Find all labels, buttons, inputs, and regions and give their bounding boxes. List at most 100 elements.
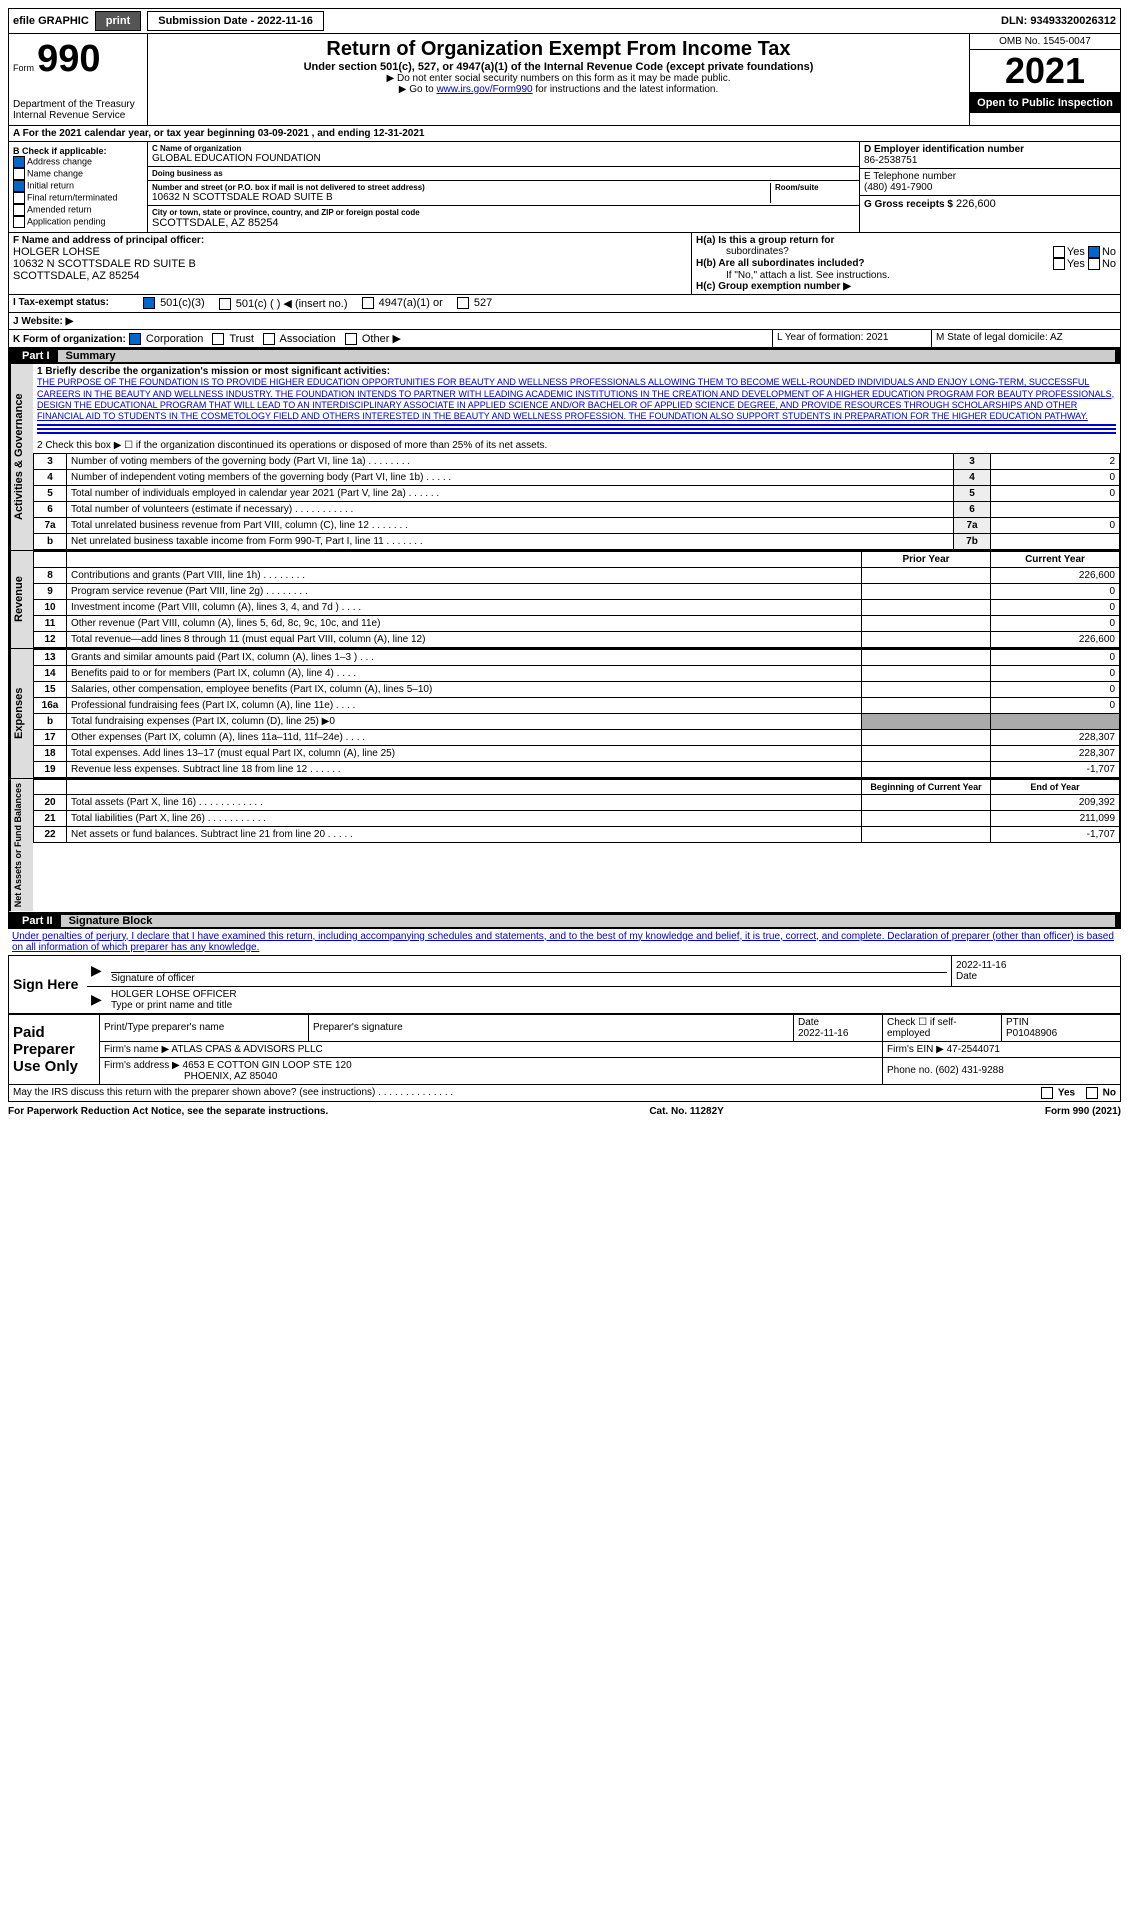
part1-title: Summary <box>58 350 1115 362</box>
may-irs-yes-checkbox[interactable] <box>1041 1087 1053 1099</box>
omb-number: OMB No. 1545-0047 <box>970 34 1120 50</box>
vert-activities-governance: Activities & Governance <box>9 364 33 550</box>
prior-value <box>862 811 991 827</box>
firm-phone: (602) 431-9288 <box>935 1065 1003 1076</box>
revenue-table: Prior Year Current Year 8 Contributions … <box>33 551 1120 648</box>
line-code: 4 <box>954 470 991 486</box>
form990-link[interactable]: www.irs.gov/Form990 <box>436 84 532 95</box>
page-footer: For Paperwork Reduction Act Notice, see … <box>8 1102 1121 1117</box>
line-num: 14 <box>34 666 67 682</box>
form-number: 990 <box>37 38 100 80</box>
part1-header: Part I Summary <box>8 348 1121 364</box>
ha-label: H(a) Is this a group return for <box>696 235 1116 246</box>
line-num: 10 <box>34 600 67 616</box>
line-text: Grants and similar amounts paid (Part IX… <box>67 650 862 666</box>
cb-label: Amended return <box>27 204 92 214</box>
mission-text[interactable]: THE PURPOSE OF THE FOUNDATION IS TO PROV… <box>37 377 1116 422</box>
col-prior: Prior Year <box>862 552 991 568</box>
checkbox-initial-return[interactable] <box>13 180 25 192</box>
firm-addr2: PHOENIX, AZ 85040 <box>104 1071 277 1082</box>
line-text: Other expenses (Part IX, column (A), lin… <box>67 730 862 746</box>
prior-value <box>862 616 991 632</box>
open-public-badge: Open to Public Inspection <box>970 93 1120 113</box>
current-value: 226,600 <box>991 568 1120 584</box>
note2-post: for instructions and the latest informat… <box>535 84 718 95</box>
expenses-block: Expenses 13 Grants and similar amounts p… <box>8 649 1121 779</box>
print-button[interactable]: print <box>95 11 141 31</box>
opt-501c: 501(c) ( ) ◀ (insert no.) <box>236 298 348 310</box>
prior-value <box>862 600 991 616</box>
checkbox-amended[interactable] <box>13 204 25 216</box>
line-text: Total number of individuals employed in … <box>67 486 954 502</box>
vert-netassets: Net Assets or Fund Balances <box>9 779 33 911</box>
checkbox-final-return[interactable] <box>13 192 25 204</box>
part1-body: Activities & Governance 1 Briefly descri… <box>8 364 1121 551</box>
yes-label: Yes <box>1058 1087 1075 1098</box>
hb-yes-checkbox[interactable] <box>1053 258 1065 270</box>
cb-trust[interactable] <box>212 333 224 345</box>
prior-value <box>862 568 991 584</box>
street-label: Number and street (or P.O. box if mail i… <box>152 183 770 192</box>
opt-527: 527 <box>474 297 492 309</box>
cb-501c3[interactable] <box>143 297 155 309</box>
line-value: 0 <box>991 518 1120 534</box>
line-text: Salaries, other compensation, employee b… <box>67 682 862 698</box>
line-text: Number of voting members of the governin… <box>67 454 954 470</box>
line-num: 21 <box>34 811 67 827</box>
form-title: Return of Organization Exempt From Incom… <box>156 38 961 61</box>
line-text: Revenue less expenses. Subtract line 18 … <box>67 762 862 778</box>
checkbox-application-pending[interactable] <box>13 216 25 228</box>
line-value: 0 <box>991 470 1120 486</box>
cb-501c[interactable] <box>219 298 231 310</box>
cell-shaded <box>862 714 991 730</box>
line-num: 5 <box>34 486 67 502</box>
cb-527[interactable] <box>457 297 469 309</box>
line-text: Program service revenue (Part VIII, line… <box>67 584 862 600</box>
opt-trust: Trust <box>229 333 254 345</box>
officer-group-block: F Name and address of principal officer:… <box>8 233 1121 295</box>
cb-4947[interactable] <box>362 297 374 309</box>
opt-corp: Corporation <box>146 333 203 345</box>
cb-corp[interactable] <box>129 333 141 345</box>
preparer-table: Paid Preparer Use Only Print/Type prepar… <box>8 1014 1121 1085</box>
may-irs-no-checkbox[interactable] <box>1086 1087 1098 1099</box>
line-text: Benefits paid to or for members (Part IX… <box>67 666 862 682</box>
cb-label: Initial return <box>27 180 74 190</box>
ha-sub: subordinates? <box>696 246 1053 258</box>
line-num: 22 <box>34 827 67 843</box>
line-text: Total number of volunteers (estimate if … <box>67 502 954 518</box>
prior-value <box>862 632 991 648</box>
current-value: 0 <box>991 682 1120 698</box>
current-value: 226,600 <box>991 632 1120 648</box>
tax-status-label: I Tax-exempt status: <box>13 297 143 310</box>
opt-4947: 4947(a)(1) or <box>379 297 443 309</box>
may-irs-text: May the IRS discuss this return with the… <box>13 1087 1041 1099</box>
checkbox-address-change[interactable] <box>13 156 25 168</box>
line-value <box>991 534 1120 550</box>
prep-sig-label: Preparer's signature <box>313 1022 403 1033</box>
cb-assoc[interactable] <box>263 333 275 345</box>
ha-no-checkbox[interactable] <box>1088 246 1100 258</box>
firm-addr1: 4653 E COTTON GIN LOOP STE 120 <box>183 1060 352 1071</box>
opt-other: Other ▶ <box>362 333 401 345</box>
hb-no-checkbox[interactable] <box>1088 258 1100 270</box>
checkbox-name-change[interactable] <box>13 168 25 180</box>
declaration-text[interactable]: Under penalties of perjury, I declare th… <box>12 931 1114 953</box>
section-klm: K Form of organization: Corporation Trus… <box>8 330 1121 348</box>
line-text: Other revenue (Part VIII, column (A), li… <box>67 616 862 632</box>
current-value: 228,307 <box>991 746 1120 762</box>
submission-date-button[interactable]: Submission Date - 2022-11-16 <box>147 11 324 31</box>
prior-value <box>862 650 991 666</box>
irs-label: Internal Revenue Service <box>13 110 143 121</box>
current-value: -1,707 <box>991 827 1120 843</box>
line-value: 0 <box>991 486 1120 502</box>
cb-other[interactable] <box>345 333 357 345</box>
self-employed: Check ☐ if self-employed <box>883 1014 1002 1041</box>
city-label: City or town, state or province, country… <box>152 208 855 217</box>
line-num: 13 <box>34 650 67 666</box>
declaration: Under penalties of perjury, I declare th… <box>8 929 1121 955</box>
may-irs-row: May the IRS discuss this return with the… <box>8 1085 1121 1102</box>
ha-yes-checkbox[interactable] <box>1053 246 1065 258</box>
current-value: 211,099 <box>991 811 1120 827</box>
gross-value: 226,600 <box>956 198 996 210</box>
